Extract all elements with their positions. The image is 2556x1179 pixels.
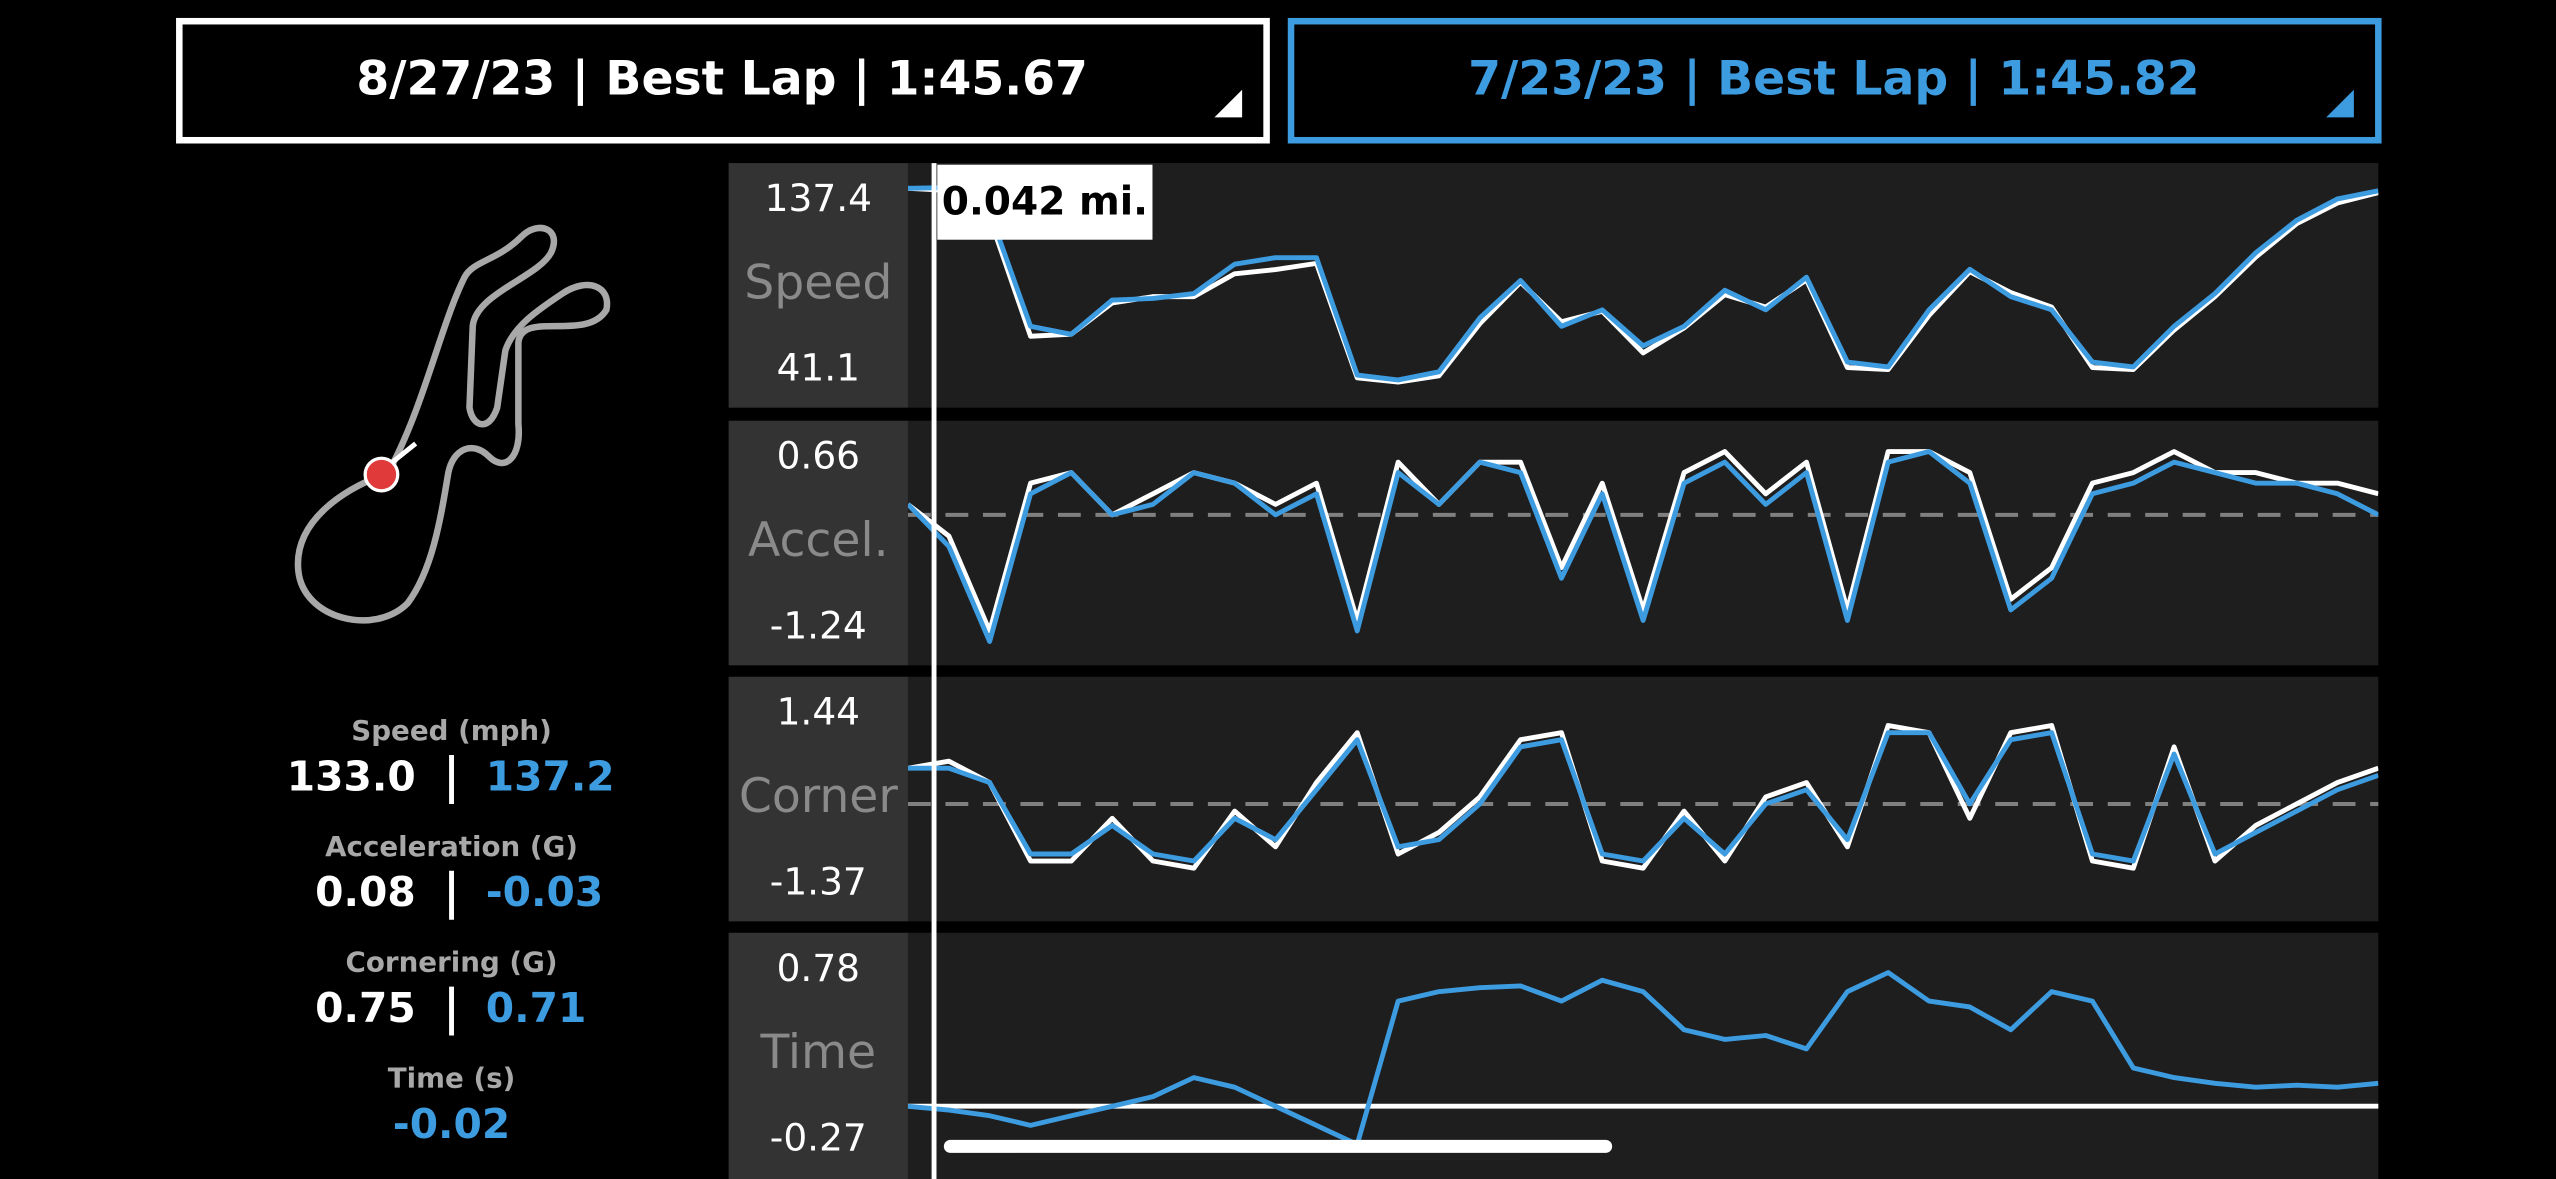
panel-plot-bg — [907, 420, 2379, 666]
stat-value: 133.0 — [287, 752, 416, 800]
panel-max: 137.4 — [765, 176, 872, 220]
track-map — [294, 224, 611, 624]
panel-label-bg — [728, 163, 908, 408]
panel-min: -1.37 — [770, 859, 867, 903]
panel-plot-bg — [907, 676, 2379, 922]
panel-label-bg — [728, 420, 908, 666]
session-selector[interactable] — [176, 17, 1270, 144]
stat-value: -0.02 — [393, 1100, 510, 1148]
stat-value: -0.03 — [486, 868, 603, 916]
car-position — [363, 456, 400, 493]
trace-line — [907, 723, 2379, 871]
panel-label-bg — [728, 932, 908, 1179]
trace-line — [907, 185, 2379, 383]
trace-line — [907, 970, 2379, 1147]
trace-line — [907, 730, 2379, 864]
stat-label: Speed (mph) — [351, 714, 552, 747]
panel-min: -0.27 — [770, 1115, 867, 1159]
trace-line — [907, 449, 2379, 644]
stat-label: Acceleration (G) — [325, 830, 578, 863]
stat-label: Cornering (G) — [346, 946, 558, 979]
session-selector[interactable] — [1287, 17, 2382, 144]
trace-line — [907, 449, 2379, 634]
cursor-label: 0.042 mi. — [942, 179, 1148, 224]
panel-plot-bg — [907, 932, 2379, 1179]
panel-max: 0.66 — [777, 434, 860, 478]
panel-min: -1.24 — [770, 603, 867, 647]
stat-value: 0.08 — [315, 868, 416, 916]
dropdown-indicator — [2326, 89, 2354, 118]
panel-name: Speed — [744, 255, 892, 310]
panel-max: 0.78 — [777, 946, 860, 990]
panel-max: 1.44 — [777, 690, 860, 734]
track-outline — [294, 224, 611, 624]
panel-label-bg — [728, 676, 908, 922]
panel-min: 41.1 — [777, 346, 860, 390]
session-label: 7/23/23 | Best Lap | 1:45.82 — [1468, 52, 2200, 107]
stat-value: 0.71 — [486, 984, 587, 1032]
panel-name: Corner — [739, 769, 899, 824]
stat-value: 0.75 — [315, 984, 416, 1032]
panel-name: Time — [759, 1025, 876, 1080]
start-finish — [389, 441, 418, 466]
stat-label: Time (s) — [388, 1062, 515, 1095]
session-label: 8/27/23 | Best Lap | 1:45.67 — [356, 52, 1088, 107]
dynamic-layer: 8/27/23 | Best Lap | 1:45.67 7/23/23 | Be… — [176, 17, 2382, 1179]
panel-name: Accel. — [748, 513, 889, 568]
cursor-label-bg — [937, 164, 1153, 240]
stat-value: 137.2 — [486, 752, 615, 800]
